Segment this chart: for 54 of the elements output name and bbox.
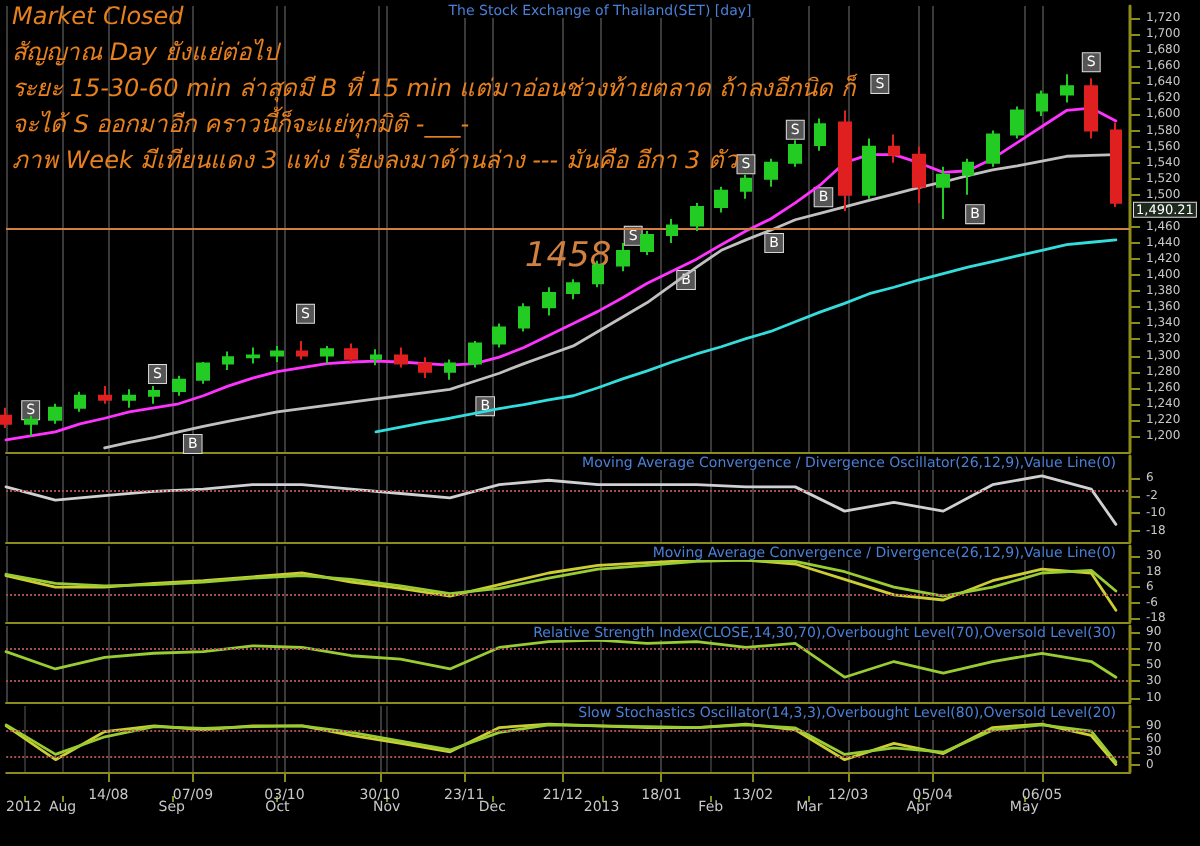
candlestick [172, 374, 186, 397]
candlestick [320, 344, 334, 365]
candlestick [788, 139, 802, 168]
line-series [374, 238, 1118, 434]
candlestick [1060, 73, 1074, 104]
candlestick [986, 129, 1000, 168]
candlestick [616, 242, 630, 273]
annotation: จะได้ S ออกมาอีก คราวนี้ก็จะแย่ทุกมิติ -___- [12, 106, 470, 140]
line-series [4, 638, 1118, 679]
annotation: Market Closed [12, 2, 185, 30]
candlestick [912, 145, 926, 204]
candlestick [148, 385, 160, 405]
candlestick [296, 340, 308, 361]
ref-line-label: 1458 [524, 235, 612, 276]
line-series [4, 558, 1118, 598]
candlestick [838, 109, 852, 212]
candlestick [344, 342, 358, 363]
candlestick [962, 157, 974, 196]
candlestick [492, 322, 506, 349]
candlestick [222, 350, 234, 372]
candlestick [740, 173, 752, 200]
candlestick [1010, 105, 1024, 140]
candlestick [468, 340, 482, 369]
candlestick [936, 165, 950, 220]
candlestick [640, 230, 654, 257]
candlestick [394, 346, 408, 369]
candlestick [888, 133, 900, 164]
candlestick [518, 302, 530, 333]
candlestick [98, 385, 112, 405]
candlestick [714, 185, 728, 214]
candlestick [196, 361, 210, 385]
candlestick [122, 388, 136, 409]
candlestick [48, 402, 62, 425]
candlestick [1110, 121, 1122, 208]
line-series [4, 558, 1118, 612]
candlestick [814, 117, 826, 152]
candlestick [74, 390, 86, 413]
candlestick [690, 201, 704, 233]
candlestick [418, 356, 432, 380]
line-series [4, 474, 1118, 526]
candlestick [0, 406, 12, 429]
candlestick [370, 348, 382, 367]
candlestick [666, 217, 678, 245]
candlestick [246, 346, 260, 365]
candlestick [862, 137, 876, 200]
candlestick [444, 358, 456, 381]
candlestick [566, 278, 580, 301]
candlestick [542, 286, 556, 317]
annotation: ระยะ 15-30-60 min ล่าสุดมี B ที่ 15 min แต่มาอ่อนช่วงท้ายตลาด ถ้าลงอีกนิด ก็ [12, 70, 859, 104]
candlestick [270, 344, 284, 363]
candlestick [1084, 77, 1098, 140]
candlestick [1036, 89, 1048, 118]
candlestick [764, 157, 778, 188]
annotation: สัญญาณ Day ยังแย่ต่อไป [12, 38, 283, 66]
